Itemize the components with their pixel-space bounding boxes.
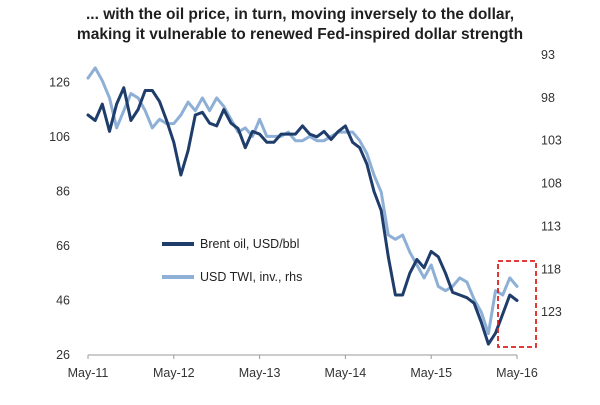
highlight-box [497, 260, 537, 348]
chart-axes [87, 354, 518, 359]
y-left-tick-label: 46 [56, 293, 70, 307]
x-tick-label: May-12 [153, 366, 195, 380]
x-tick-label: May-14 [325, 366, 367, 380]
brent-oil-line [86, 86, 519, 346]
x-tick-label: May-11 [68, 366, 109, 380]
x-tick-label: May-15 [410, 366, 452, 380]
chart-title: ... with the oil price, in turn, moving … [85, 6, 515, 23]
y-right-tick-label: 98 [541, 91, 555, 105]
chart-highlight [497, 260, 537, 348]
y-right-tick-label: 103 [541, 134, 562, 148]
y-right-tick-label: 108 [541, 177, 562, 191]
usd-twi-line [86, 66, 519, 336]
y-right-tick-label: 93 [541, 48, 555, 62]
y-left-tick-label: 86 [56, 184, 70, 198]
x-tick-label: May-16 [496, 366, 538, 380]
y-left-tick-label: 26 [56, 348, 70, 362]
y-right-tick-label: 118 [541, 262, 561, 276]
chart-legend: Brent oil, USD/bbl USD TWI, inv., rhs [162, 237, 302, 284]
chart-subtitle: making it vulnerable to renewed Fed-insp… [76, 26, 524, 43]
y-left-tick-label: 66 [56, 239, 70, 253]
legend-item-brent-label: Brent oil, USD/bbl [200, 237, 299, 251]
y-left-tick-label: 106 [49, 130, 70, 144]
legend-item-twi-label: USD TWI, inv., rhs [200, 270, 302, 284]
y-right-tick-label: 123 [541, 305, 562, 319]
y-left-tick-label: 126 [49, 75, 70, 89]
chart-series [86, 66, 519, 346]
x-tick-label: May-13 [239, 366, 281, 380]
y-right-tick-label: 113 [541, 219, 561, 233]
chart-ticks: May-11 May-12 May-13 May-14 May-15 May-16 126 1… [49, 48, 562, 380]
